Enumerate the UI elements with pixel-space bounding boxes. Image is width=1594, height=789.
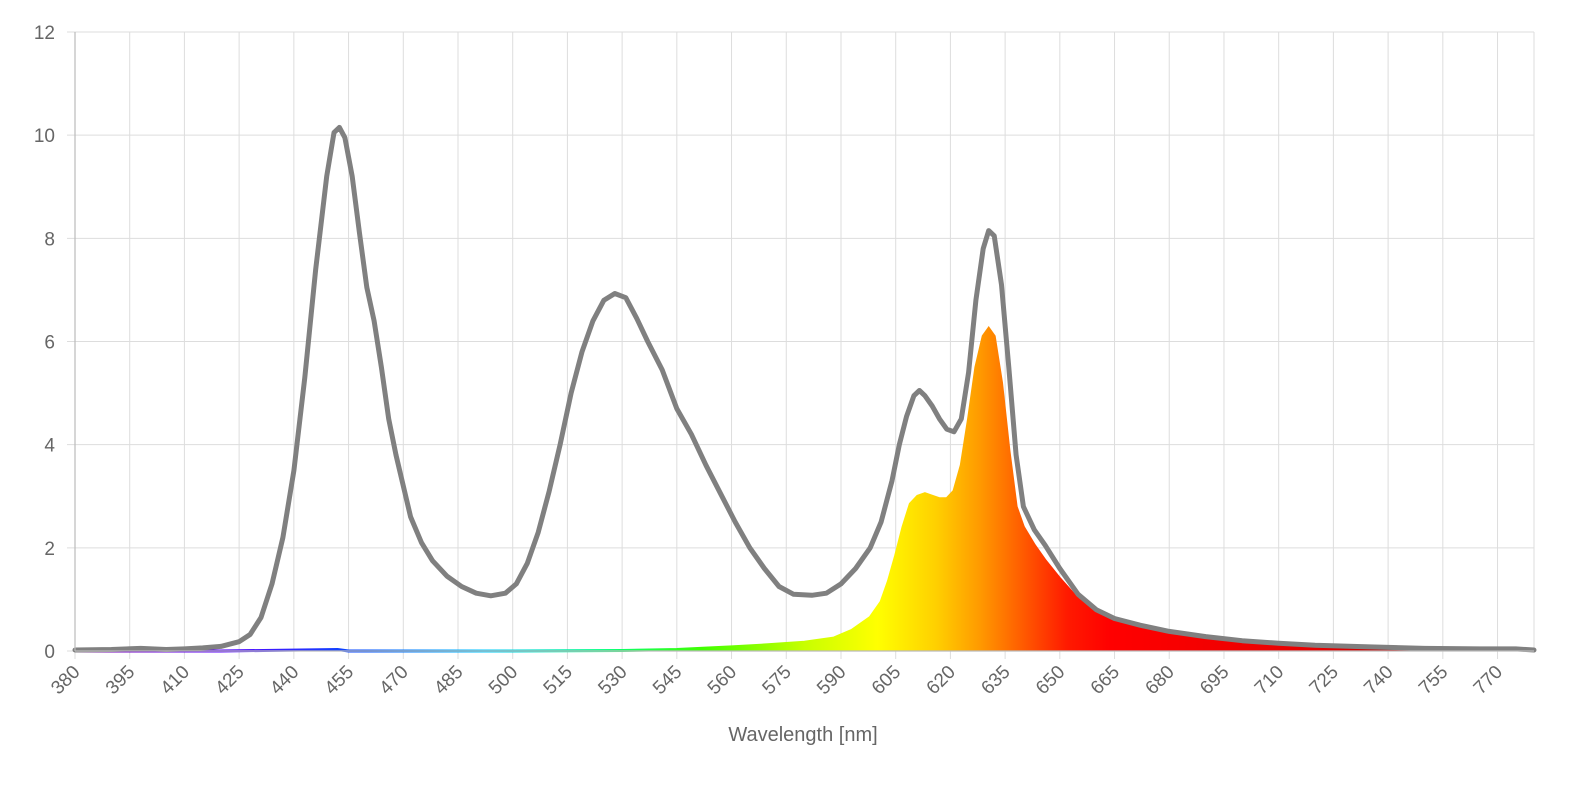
x-tick-label: 395 [102, 662, 139, 699]
x-tick-label: 485 [430, 662, 467, 699]
x-axis-title: Wavelength [nm] [728, 724, 877, 746]
x-tick-label: 635 [977, 662, 1014, 699]
x-tick-label: 455 [321, 662, 358, 699]
x-tick-label: 680 [1142, 662, 1179, 699]
x-tick-label: 440 [266, 662, 303, 699]
x-tick-label: 770 [1470, 662, 1507, 699]
tick-layer: 0 2 4 6 8 10 12 380 395 410 425 440 455 470 485 500 515 5… [34, 23, 1507, 699]
x-tick-label: 590 [813, 662, 850, 699]
x-tick-label: 500 [485, 662, 522, 699]
y-tick-label: 2 [44, 539, 55, 560]
y-tick-label: 4 [44, 436, 55, 457]
x-tick-label: 410 [157, 662, 194, 699]
x-tick-label: 545 [649, 662, 686, 699]
x-tick-label: 650 [1032, 662, 1069, 699]
x-tick-label: 470 [376, 662, 413, 699]
x-tick-label: 755 [1415, 662, 1452, 699]
y-tick-label: 10 [34, 126, 55, 147]
x-tick-label: 425 [211, 662, 248, 699]
x-tick-label: 530 [594, 662, 631, 699]
x-tick-label: 515 [540, 662, 577, 699]
grid-layer [67, 31, 1535, 659]
x-tick-label: 665 [1087, 662, 1124, 699]
x-tick-label: 620 [923, 662, 960, 699]
y-tick-label: 12 [34, 23, 55, 44]
x-tick-label: 380 [47, 662, 84, 699]
x-tick-label: 695 [1196, 662, 1233, 699]
x-tick-label: 605 [868, 662, 905, 699]
spectrum-line [72, 124, 1537, 653]
x-tick-label: 575 [759, 662, 796, 699]
axis-layer [74, 32, 1534, 652]
x-tick-label: 560 [704, 662, 741, 699]
y-tick-label: 6 [44, 333, 55, 354]
y-tick-label: 8 [44, 229, 55, 250]
x-tick-label: 725 [1306, 662, 1343, 699]
x-tick-label: 710 [1251, 662, 1288, 699]
x-tick-label: 740 [1360, 662, 1397, 699]
y-tick-label: 0 [44, 642, 55, 663]
line-layer [72, 124, 1537, 653]
